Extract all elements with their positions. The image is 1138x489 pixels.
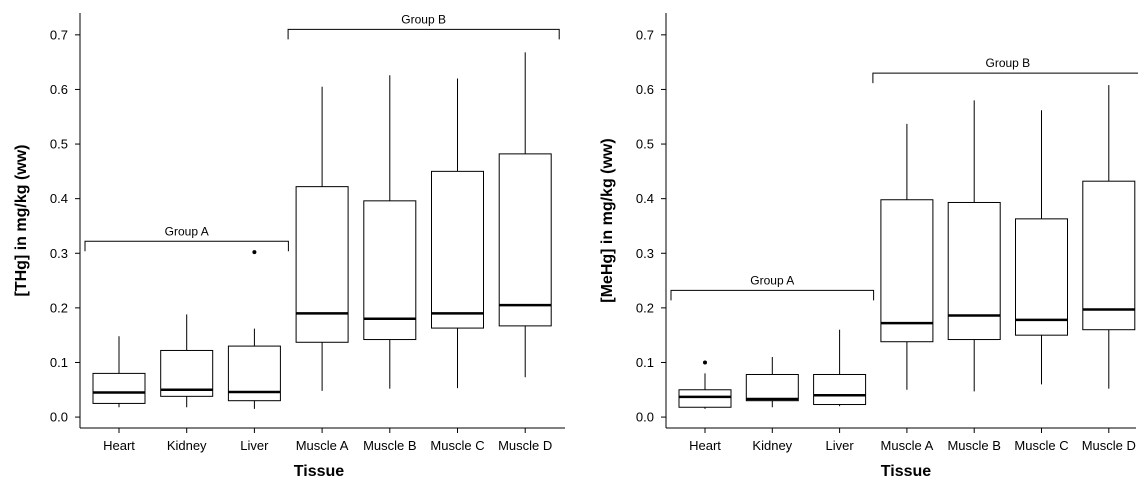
panel2-y-tick-label: 0.6: [636, 82, 654, 97]
panel1-box: [363, 200, 417, 341]
panel1-group-label: Group B: [401, 12, 446, 26]
panel2-x-category-label: Muscle A: [881, 438, 934, 453]
panel2-x-category-label: Heart: [689, 438, 721, 453]
panel2-group-bracket: [872, 72, 1138, 84]
panel1-box: [92, 372, 146, 404]
panel1-y-tick-label: 0.7: [50, 27, 68, 42]
panel1-y-tick-label: 0.6: [50, 82, 68, 97]
panel2-box: [947, 201, 1001, 341]
panel1-group-label: Group A: [165, 224, 209, 238]
panel1-x-category-label: Muscle D: [498, 438, 552, 453]
panel2-box: [1015, 218, 1068, 336]
panel1-y-tick-label: 0.4: [50, 191, 68, 206]
panel2-y-tick-label: 0.5: [636, 137, 654, 152]
panel2-y-tick-label: 0.3: [636, 246, 654, 261]
panel1-y-tick-label: 0.0: [50, 410, 68, 425]
panel1-group-bracket: [84, 240, 289, 252]
panel1-x-axis-title: Tissue: [294, 463, 345, 480]
panel1-x-category-label: Muscle B: [363, 438, 416, 453]
panel2-y-tick-label: 0.2: [636, 300, 654, 315]
panel2-box: [880, 199, 934, 343]
panel1-x-category-label: Muscle C: [430, 438, 484, 453]
panel2-box: [813, 373, 867, 406]
panel2-x-category-label: Kidney: [752, 438, 792, 453]
panel2-y-tick-label: 0.7: [636, 27, 654, 42]
panel2-x-category-label: Liver: [826, 438, 855, 453]
panel1-y-tick-label: 0.1: [50, 355, 68, 370]
panel1-box: [431, 170, 484, 329]
panel1-y-tick-label: 0.5: [50, 137, 68, 152]
panel2-outlier-point: [703, 360, 707, 365]
panel2-group-label: Group B: [985, 56, 1030, 70]
panel2-group-label: Group A: [750, 273, 794, 287]
panel1-y-tick-label: 0.3: [50, 246, 68, 261]
panel2-x-category-label: Muscle B: [947, 438, 1000, 453]
panel2-box: [678, 389, 732, 408]
panel1-y-axis-title: [THg] in mg/kg (ww): [13, 145, 30, 297]
panel1-y-tick-label: 0.2: [50, 300, 68, 315]
panel1-group-bracket: [287, 28, 560, 40]
panel1-x-category-label: Muscle A: [296, 438, 349, 453]
panel2-y-tick-label: 0.4: [636, 191, 654, 206]
panel2-box: [745, 373, 799, 402]
panel1-x-category-label: Heart: [103, 438, 135, 453]
panel1-box: [295, 186, 349, 343]
panel2-y-axis-title: [MeHg] in mg/kg (ww): [599, 138, 616, 302]
panel2-group-bracket: [670, 289, 875, 301]
panel1-x-category-label: Liver: [240, 438, 269, 453]
panel2-y-tick-label: 0.1: [636, 355, 654, 370]
panel2-y-tick-label: 0.0: [636, 410, 654, 425]
panel2-x-category-label: Muscle C: [1014, 438, 1068, 453]
panel2-x-axis-title: Tissue: [881, 463, 932, 480]
panel1-outlier-point: [252, 250, 257, 255]
panel2-box: [1082, 180, 1136, 331]
panel2-x-category-label: Muscle D: [1082, 438, 1136, 453]
panel1-x-category-label: Kidney: [167, 438, 207, 453]
panel1-box: [498, 153, 552, 327]
